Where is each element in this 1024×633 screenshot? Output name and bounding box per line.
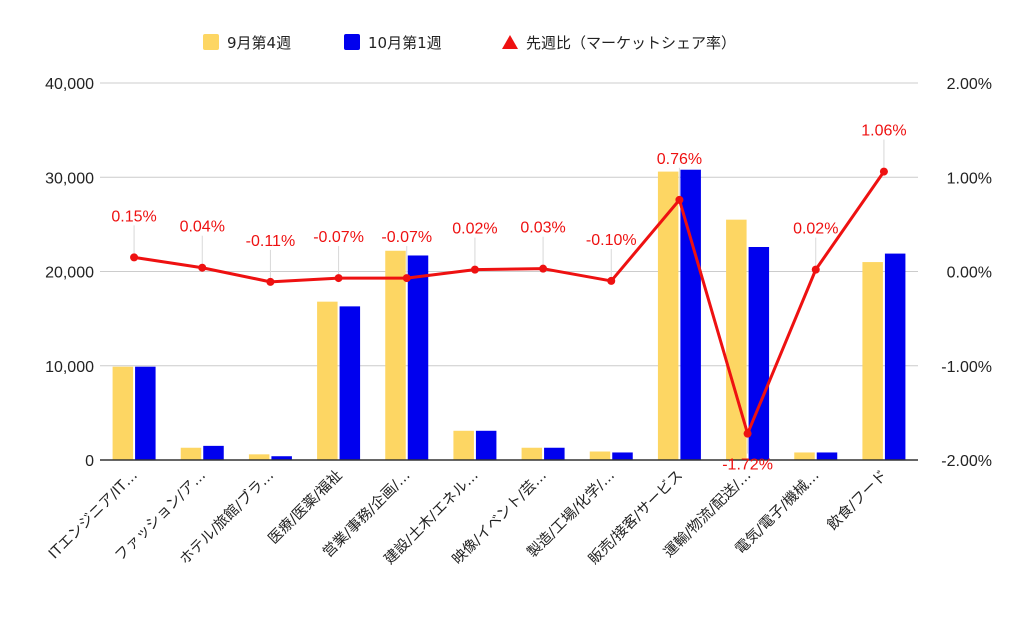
category-label: 飲食/フード [824,467,891,534]
left-tick-label: 40,000 [45,76,94,93]
right-tick-label: -1.00% [941,359,992,376]
share-point [879,167,888,176]
share-data-label: 0.04% [180,219,225,236]
share-data-label: 0.15% [111,208,156,225]
bar-sep [248,454,270,460]
share-point [402,274,411,283]
right-tick-label: -2.00% [941,453,992,470]
left-tick-label: 10,000 [45,359,94,376]
bars [112,169,906,460]
share-data-label: 1.06% [861,123,906,140]
right-tick-label: 1.00% [947,170,992,187]
bar-oct [407,255,429,460]
legend-triangle-icon [502,35,518,49]
share-point [607,276,616,285]
right-tick-label: 0.00% [947,265,992,282]
share-point [539,264,548,273]
legend-label-ratio: 先週比（マーケットシェア率） [526,34,736,52]
share-point [198,263,207,272]
share-point [675,195,684,204]
share-point [811,265,820,274]
category-labels: ITエンジニア/IT…ファッション/ア…ホテル/旅館/ブラ…医療/医薬/福祉営業… [46,466,891,568]
share-point [130,253,139,262]
share-data-label: -0.10% [586,232,637,249]
share-point [743,429,752,438]
bar-oct [271,456,292,460]
right-tick-label: 2.00% [947,76,992,93]
bar-sep [385,250,406,460]
share-data-label: -0.07% [313,229,364,246]
bar-sep [589,451,611,460]
legend: 9月第4週 10月第1週 先週比（マーケットシェア率） [203,34,736,52]
share-point [266,277,275,286]
share-line: 0.15% 0.04% -0.11% -0.07% -0.07% 0.02% 0.03% -0… [111,123,906,474]
bar-oct [475,430,497,460]
share-data-label: -0.07% [381,229,432,246]
bar-sep [453,430,474,460]
bar-oct [135,366,156,460]
right-axis-ticks: -2.00% -1.00% 0.00% 1.00% 2.00% [941,76,992,470]
bar-sep [657,171,679,460]
bar-oct [544,447,565,460]
bar-sep [180,447,202,460]
bar-sep [862,262,883,460]
bar-oct [816,452,838,460]
share-point [334,274,343,283]
left-tick-label: 30,000 [45,170,94,187]
left-tick-label: 0 [85,453,94,470]
bar-oct [203,445,224,460]
share-data-label: 0.76% [657,151,702,168]
legend-swatch-oct [344,34,360,50]
left-tick-label: 20,000 [45,265,94,282]
bar-sep [521,447,543,460]
bar-oct [612,452,633,460]
share-data-label: 0.03% [520,220,565,237]
legend-swatch-sep [203,34,219,50]
legend-label-oct: 10月第1週 [368,34,442,52]
bar-oct [339,306,361,460]
gridlines [100,82,918,367]
share-point [470,265,479,274]
legend-label-sep: 9月第4週 [227,34,291,52]
bar-oct [748,246,770,460]
bar-sep [317,301,338,460]
left-axis-ticks: 0 10,000 20,000 30,000 40,000 [45,76,94,470]
share-data-label: 0.02% [452,221,497,238]
share-data-label: 0.02% [793,221,838,238]
bar-oct [680,169,701,460]
share-data-label: -1.72% [722,457,773,474]
share-data-label: -0.11% [246,233,296,250]
bar-sep [112,366,134,460]
share-polyline [133,170,886,436]
bar-oct [884,253,906,460]
bar-sep [794,452,815,460]
bar-sep [726,219,747,460]
